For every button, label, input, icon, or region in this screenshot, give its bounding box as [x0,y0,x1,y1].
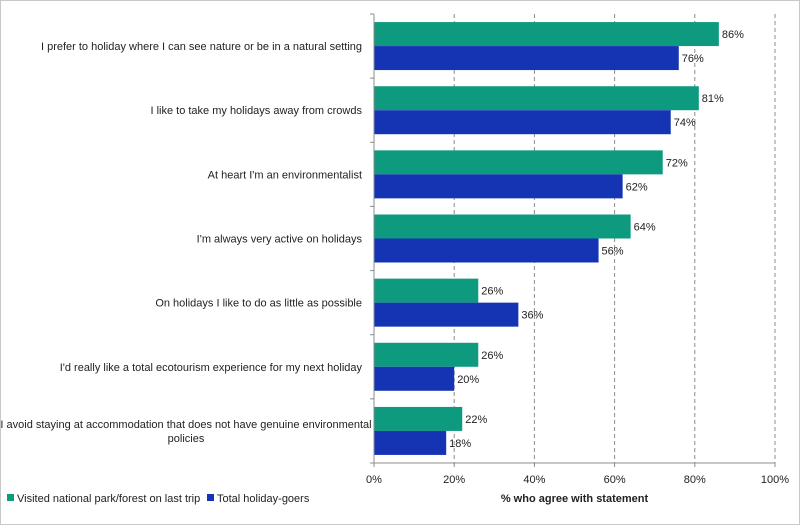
bar [374,110,671,135]
bar [374,302,519,327]
data-label: 76% [682,53,704,65]
bar [374,430,447,455]
bars [374,22,719,455]
category-label: I avoid staying at accommodation that do… [1,419,372,431]
bar [374,86,699,111]
legend: Visited national park/forest on last tri… [7,493,310,505]
bar [374,342,479,367]
bar [374,150,663,175]
data-label: 64% [634,222,656,234]
x-tick-label: 100% [761,474,789,486]
axes: 0% 20% 40% 60% 80% 100% % who agree with state… [366,13,789,505]
bar [374,174,623,199]
legend-label: Visited national park/forest on last tri… [17,493,200,505]
data-label: 81% [702,93,724,105]
x-tick-label: 60% [604,474,626,486]
category-label: On holidays I like to do as little as po… [155,298,362,310]
category-label: policies [168,433,205,445]
data-label: 62% [626,181,648,193]
data-label: 26% [481,286,503,298]
legend-swatch [207,494,214,501]
data-label: 26% [481,350,503,362]
category-label: I like to take my holidays away from cro… [150,105,362,117]
data-label: 56% [602,246,624,258]
legend-label: Total holiday-goers [217,493,310,505]
bar [374,278,479,303]
bar [374,22,719,47]
data-label: 18% [449,438,471,450]
x-tick-label: 20% [443,474,465,486]
x-axis-title: % who agree with statement [501,493,649,505]
bar [374,366,455,391]
data-label: 86% [722,29,744,41]
data-label: 20% [457,374,479,386]
category-label: I'm always very active on holidays [197,234,363,246]
legend-swatch [7,494,14,501]
data-label: 72% [666,157,688,169]
data-label: 74% [674,117,696,129]
data-label: 22% [465,414,487,426]
category-label: I'd really like a total ecotourism exper… [60,362,363,374]
category-label: At heart I'm an environmentalist [208,169,362,181]
x-tick-label: 0% [366,474,382,486]
data-label: 36% [521,310,543,322]
bar [374,214,631,239]
x-tick-label: 40% [523,474,545,486]
bar [374,46,679,71]
category-label: I prefer to holiday where I can see natu… [41,41,362,53]
x-tick-label: 80% [684,474,706,486]
bar [374,238,599,263]
labels: 86% 76% I prefer to holiday where I can se… [0,29,744,450]
bar [374,406,463,431]
